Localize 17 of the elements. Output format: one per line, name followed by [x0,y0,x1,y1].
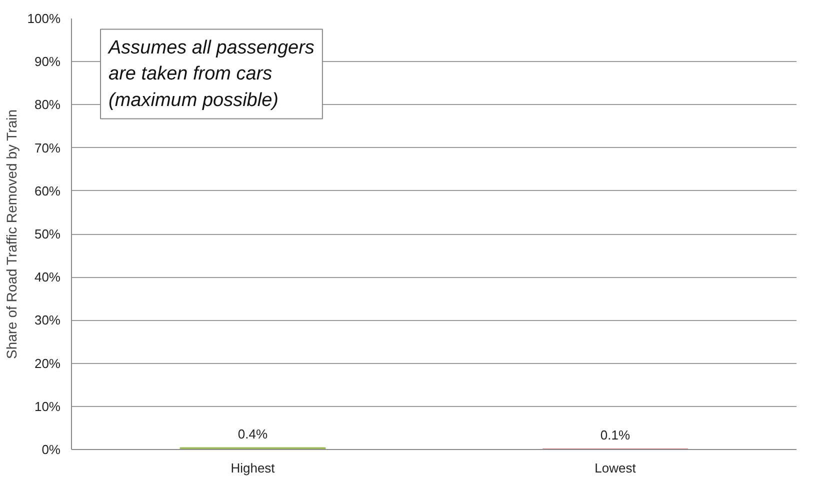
data-label: 0.4% [238,426,268,442]
x-tick-label: Lowest [594,460,636,476]
y-tick-label: 40% [34,270,61,285]
y-tick-label: 10% [34,398,61,414]
y-tick-label: 70% [34,140,61,156]
y-tick-label: 20% [34,356,61,371]
y-tick-label: 30% [34,312,61,328]
annotation: Assumes all passengers are taken from cars (maximum possible) [108,37,315,111]
x-tick-label: Highest [230,460,276,476]
y-tick-label: 80% [34,97,61,112]
y-tick-label: 60% [34,183,61,198]
data-label: 0.1% [600,428,631,443]
y-axis-title: Share of Road Traffic Removed by Train [3,109,20,360]
y-tick-label: 100% [27,11,61,26]
y-tick-label: 50% [34,226,61,242]
y-tick-label: 90% [34,54,61,70]
y-tick-label: 0% [42,442,61,457]
